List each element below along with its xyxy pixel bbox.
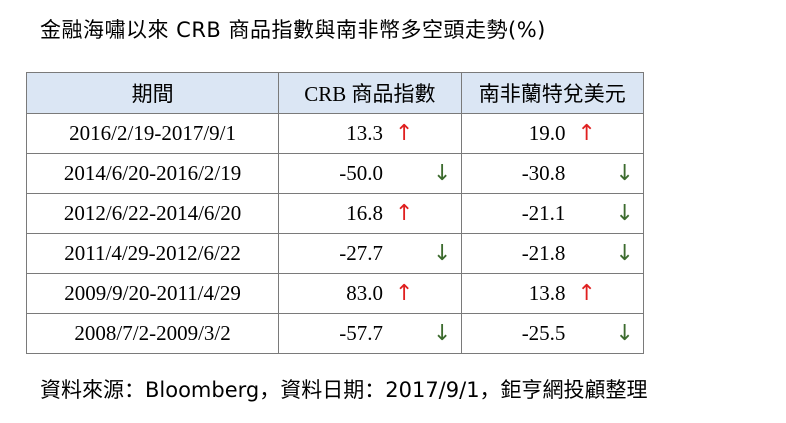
zar-direction-cell: ↓ [569, 193, 645, 234]
period-cell: 2016/2/19-2017/9/1 [25, 113, 280, 154]
period-cell: 2011/4/29-2012/6/22 [25, 233, 280, 274]
zar-direction-cell: ↓ [569, 313, 645, 354]
header-zar: 南非蘭特兌美元 [460, 72, 645, 114]
zar-value: -21.1 [460, 193, 570, 234]
header-crb: CRB 商品指數 [278, 72, 462, 114]
up-arrow-icon: ↑ [395, 281, 414, 306]
down-arrow-icon: ↓ [615, 161, 634, 186]
zar-value: 13.8 [460, 273, 570, 314]
crb-value: 83.0 [278, 273, 388, 314]
crb-direction-cell: ↑ [387, 113, 462, 154]
zar-direction-cell: ↓ [569, 153, 645, 194]
period-cell: 2014/6/20-2016/2/19 [25, 153, 280, 194]
period-cell: 2009/9/20-2011/4/29 [25, 273, 280, 314]
zar-value: -30.8 [460, 153, 570, 194]
table-row: 2012/6/22-2014/6/20 16.8 ↑ -21.1 ↓ [25, 193, 645, 234]
zar-direction-cell: ↓ [569, 233, 645, 274]
table-header-row: 期間 CRB 商品指數 南非蘭特兌美元 [25, 72, 645, 114]
up-arrow-icon: ↑ [395, 121, 414, 146]
period-cell: 2008/7/2-2009/3/2 [25, 313, 280, 354]
crb-value: -57.7 [278, 313, 388, 354]
table-row: 2009/9/20-2011/4/29 83.0 ↑ 13.8 ↑ [25, 273, 645, 314]
down-arrow-icon: ↓ [615, 201, 634, 226]
zar-value: -25.5 [460, 313, 570, 354]
up-arrow-icon: ↑ [577, 121, 596, 146]
source-note: 資料來源：Bloomberg，資料日期：2017/9/1，鉅亨網投顧整理 [40, 378, 648, 402]
chart-title: 金融海嘯以來 CRB 商品指數與南非幣多空頭走勢(%) [40, 18, 546, 42]
down-arrow-icon: ↓ [433, 161, 452, 186]
zar-direction-cell: ↑ [569, 113, 645, 154]
crb-direction-cell: ↓ [387, 153, 462, 194]
crb-direction-cell: ↑ [387, 193, 462, 234]
crb-value: -27.7 [278, 233, 388, 274]
period-cell: 2012/6/22-2014/6/20 [25, 193, 280, 234]
table-row: 2008/7/2-2009/3/2 -57.7 ↓ -25.5 ↓ [25, 313, 645, 354]
up-arrow-icon: ↑ [395, 201, 414, 226]
zar-value: -21.8 [460, 233, 570, 274]
crb-value: 13.3 [278, 113, 388, 154]
header-period: 期間 [25, 72, 280, 114]
zar-value: 19.0 [460, 113, 570, 154]
down-arrow-icon: ↓ [615, 241, 634, 266]
crb-value: -50.0 [278, 153, 388, 194]
table-row: 2011/4/29-2012/6/22 -27.7 ↓ -21.8 ↓ [25, 233, 645, 274]
crb-direction-cell: ↓ [387, 313, 462, 354]
down-arrow-icon: ↓ [615, 321, 634, 346]
crb-direction-cell: ↓ [387, 233, 462, 274]
table-row: 2016/2/19-2017/9/1 13.3 ↑ 19.0 ↑ [25, 113, 645, 154]
zar-direction-cell: ↑ [569, 273, 645, 314]
crb-value: 16.8 [278, 193, 388, 234]
up-arrow-icon: ↑ [577, 281, 596, 306]
down-arrow-icon: ↓ [433, 241, 452, 266]
down-arrow-icon: ↓ [433, 321, 452, 346]
performance-table: 期間 CRB 商品指數 南非蘭特兌美元 2016/2/19-2017/9/1 13… [25, 72, 645, 354]
crb-direction-cell: ↑ [387, 273, 462, 314]
table-row: 2014/6/20-2016/2/19 -50.0 ↓ -30.8 ↓ [25, 153, 645, 194]
